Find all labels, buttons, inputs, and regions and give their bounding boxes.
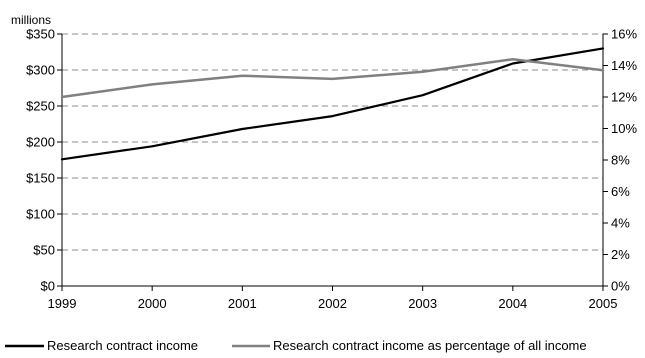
x-tick-label: 2002 bbox=[318, 296, 347, 311]
x-tick-label: 2005 bbox=[589, 296, 618, 311]
left-tick-label: $50 bbox=[33, 243, 55, 258]
right-axis-tick-labels: 0% 2% 4% 6% 8% 10% 12% 14% 16% bbox=[611, 27, 637, 294]
x-tick-label: 2000 bbox=[138, 296, 167, 311]
right-tick-label: 10% bbox=[611, 121, 637, 136]
left-tick-label: $250 bbox=[26, 99, 55, 114]
x-tick-label: 2003 bbox=[408, 296, 437, 311]
left-axis-tick-labels: $0 $50 $100 $150 $200 $250 $300 $350 bbox=[26, 27, 55, 294]
left-tick-label: $200 bbox=[26, 135, 55, 150]
left-tick-label: $0 bbox=[41, 279, 55, 294]
legend-label: Research contract income as percentage o… bbox=[273, 338, 587, 353]
right-tick-label: 0% bbox=[611, 279, 630, 294]
series-line-1 bbox=[60, 47, 605, 161]
right-tick-label: 2% bbox=[611, 247, 630, 262]
series-line-2 bbox=[60, 57, 605, 99]
left-tick-label: $150 bbox=[26, 171, 55, 186]
left-tick-label: $300 bbox=[26, 63, 55, 78]
left-axis-unit-label: millions bbox=[11, 13, 51, 27]
x-tick-label: 2001 bbox=[228, 296, 257, 311]
series-lines bbox=[60, 47, 605, 161]
left-tick-label: $100 bbox=[26, 207, 55, 222]
left-tick-label: $350 bbox=[26, 27, 55, 42]
x-tick-label: 2004 bbox=[498, 296, 527, 311]
right-tick-label: 16% bbox=[611, 27, 637, 42]
right-tick-label: 12% bbox=[611, 90, 637, 105]
axes bbox=[57, 33, 608, 291]
right-tick-label: 6% bbox=[611, 184, 630, 199]
right-tick-label: 14% bbox=[611, 58, 637, 73]
legend-label: Research contract income bbox=[47, 338, 198, 353]
x-axis-tick-labels: 1999 2000 2001 2002 2003 2004 2005 bbox=[48, 296, 618, 311]
right-tick-label: 4% bbox=[611, 216, 630, 231]
gridlines bbox=[62, 33, 603, 251]
x-tick-label: 1999 bbox=[48, 296, 77, 311]
legend: Research contract income Research contrac… bbox=[5, 338, 587, 353]
right-tick-label: 8% bbox=[611, 153, 630, 168]
